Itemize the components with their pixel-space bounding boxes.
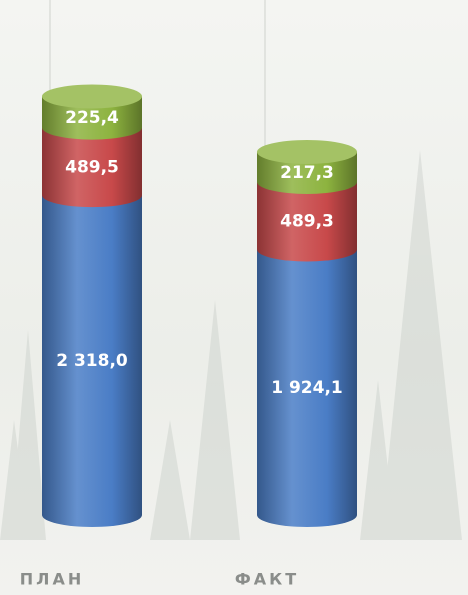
- cylinder-top: [42, 84, 142, 108]
- x-tick-label: ПЛАН: [20, 570, 84, 589]
- value-label: 1 924,1: [271, 378, 343, 398]
- cylinder-top: [257, 140, 357, 164]
- value-label: 489,5: [65, 157, 119, 177]
- value-label: 2 318,0: [56, 351, 128, 371]
- x-tick-label: ФАКТ: [235, 570, 299, 589]
- chart: 2 318,0 489,5 225,4 ПЛАН 1 924,1 489,3 217,3 ФА…: [0, 0, 468, 595]
- value-label: 217,3: [280, 163, 334, 183]
- value-label: 225,4: [65, 108, 119, 128]
- value-label: 489,3: [280, 212, 334, 232]
